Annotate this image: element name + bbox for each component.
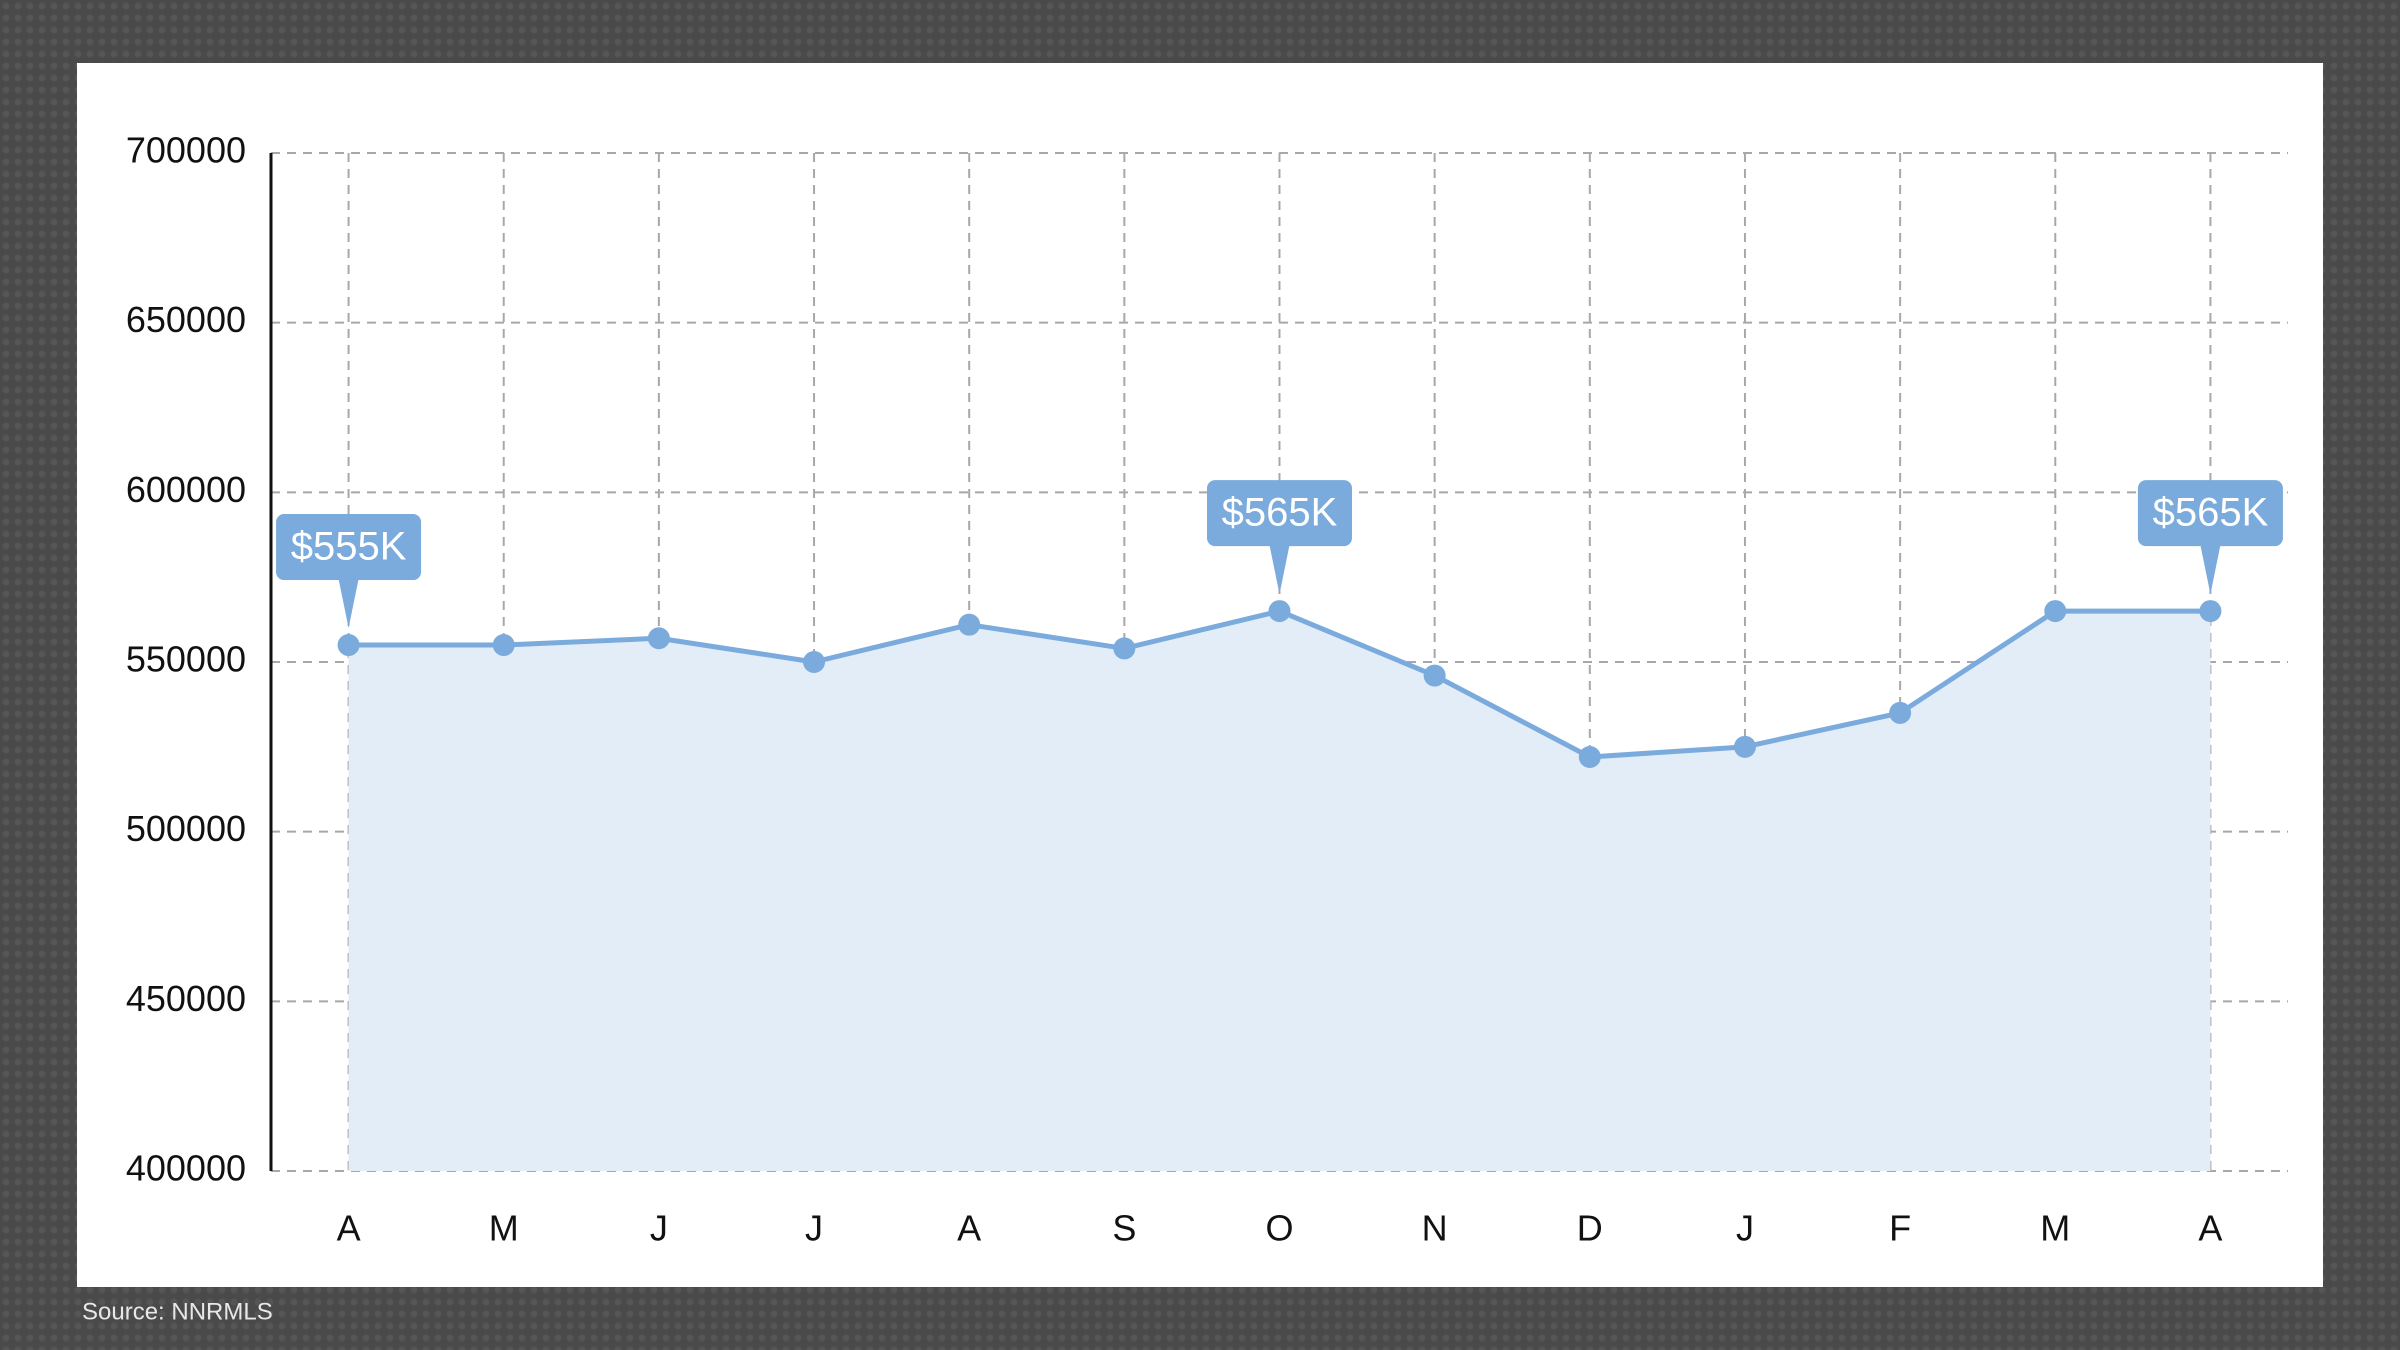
y-tick-label: 500000 — [126, 808, 246, 849]
y-tick-label: 400000 — [126, 1148, 246, 1189]
point — [803, 651, 826, 673]
point — [492, 634, 515, 657]
callout-box — [1207, 480, 1352, 547]
y-tick-label: 550000 — [126, 639, 246, 680]
y-tick-label: 450000 — [126, 978, 246, 1019]
point — [1113, 637, 1136, 660]
point — [2044, 600, 2067, 623]
y-tick-label: 600000 — [126, 469, 246, 510]
x-tick-label: O — [1265, 1208, 1293, 1249]
callout-box — [276, 514, 422, 581]
x-tick-label: A — [2198, 1208, 2222, 1249]
value-label: $555K — [291, 525, 407, 569]
x-tick-label: J — [805, 1208, 823, 1249]
value-label: $565K — [2153, 491, 2269, 535]
x-tick-label: J — [1736, 1208, 1754, 1249]
callout-pointer — [1269, 545, 1290, 595]
x-tick-label: M — [489, 1208, 519, 1249]
callout-pointer — [2200, 545, 2221, 595]
x-tick-label: F — [1889, 1208, 1911, 1249]
y-tick-label: 650000 — [126, 299, 246, 340]
x-tick-label: A — [957, 1208, 981, 1249]
y-tick-label: 700000 — [126, 130, 246, 171]
point — [1578, 746, 1601, 769]
source-note: Source: NNRMLS — [82, 1298, 273, 1325]
point — [1423, 664, 1446, 687]
x-tick-label: S — [1112, 1208, 1136, 1249]
x-tick-label: D — [1577, 1208, 1603, 1249]
point — [958, 613, 981, 636]
point — [2199, 600, 2222, 623]
point — [1268, 600, 1291, 623]
x-tick-label: N — [1422, 1208, 1448, 1249]
x-tick-label: M — [2040, 1208, 2070, 1249]
value-label: $565K — [1222, 491, 1338, 535]
point — [647, 627, 670, 650]
point — [1889, 701, 1912, 724]
point — [337, 634, 360, 657]
callout-pointer — [338, 579, 359, 629]
x-tick-label: J — [650, 1208, 668, 1249]
point — [1733, 735, 1756, 758]
callout-box — [2137, 480, 2283, 547]
x-tick-label: A — [337, 1208, 361, 1249]
